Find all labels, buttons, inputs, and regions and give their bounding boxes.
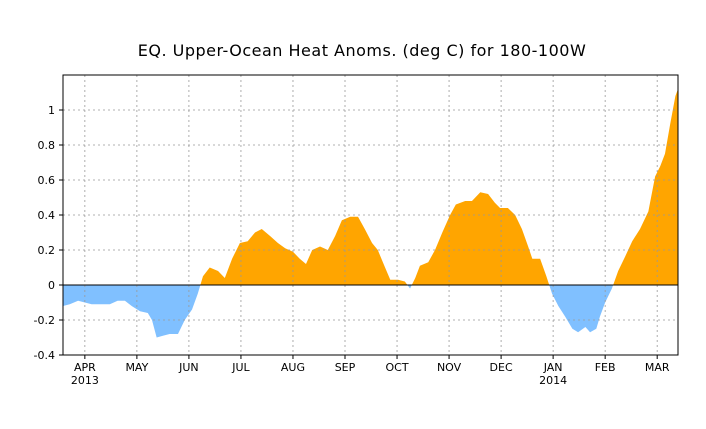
x-tick-label: MAY (125, 361, 148, 374)
x-tick-label: JUN (178, 361, 199, 374)
x-tick-label: JUL (231, 361, 250, 374)
x-tick-label: AUG (281, 361, 305, 374)
y-tick-label: 0.4 (38, 209, 56, 222)
x-tick-label: FEB (595, 361, 616, 374)
y-tick-label: 0.6 (38, 174, 56, 187)
area (63, 89, 678, 338)
y-tick-label: 1 (48, 104, 55, 117)
x-tick-label: APR 2013 (71, 361, 99, 387)
y-tick-label: 0.8 (38, 139, 56, 152)
y-tick-label: 0 (48, 279, 55, 292)
x-tick-label: JAN 2014 (539, 361, 567, 387)
x-tick-label: SEP (335, 361, 356, 374)
x-tick-label: DEC (490, 361, 513, 374)
y-tick-label: -0.4 (34, 349, 55, 362)
x-tick-label: OCT (386, 361, 409, 374)
y-tick-label: -0.2 (34, 314, 55, 327)
plot-frame (62, 74, 679, 356)
y-tick-label: 0.2 (38, 244, 56, 257)
x-tick-label: NOV (437, 361, 462, 374)
chart-title: EQ. Upper-Ocean Heat Anoms. (deg C) for … (138, 41, 587, 60)
x-tick-label: MAR (645, 361, 670, 374)
